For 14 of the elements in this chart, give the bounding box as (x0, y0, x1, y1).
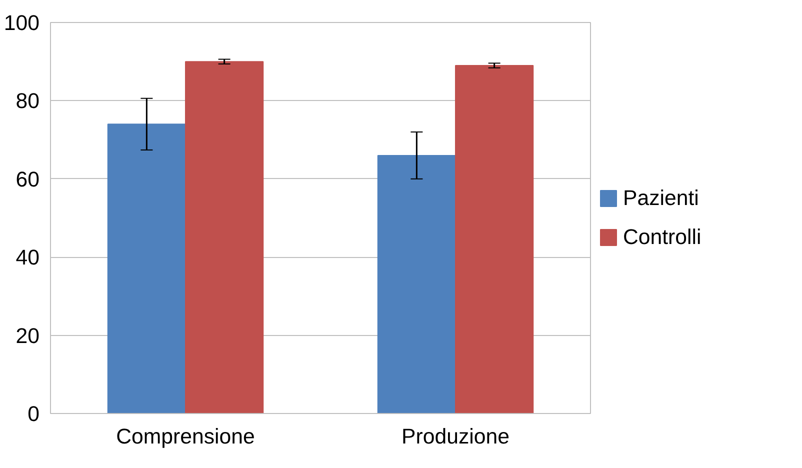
bar (455, 65, 534, 414)
y-tick-label: 0 (28, 402, 40, 426)
y-tick-label: 20 (16, 324, 40, 348)
bar (377, 154, 456, 414)
legend-label: Controlli (623, 224, 702, 250)
bar (107, 124, 186, 414)
y-tick-label: 80 (16, 89, 40, 114)
x-tick-label: Comprensione (116, 424, 255, 448)
y-tick-label: 100 (4, 11, 40, 35)
y-tick-label: 40 (16, 246, 40, 270)
bar (185, 61, 264, 414)
y-tick-label: 60 (16, 167, 40, 192)
x-tick-label: Produzione (402, 424, 510, 448)
legend-label: Pazienti (623, 186, 699, 210)
